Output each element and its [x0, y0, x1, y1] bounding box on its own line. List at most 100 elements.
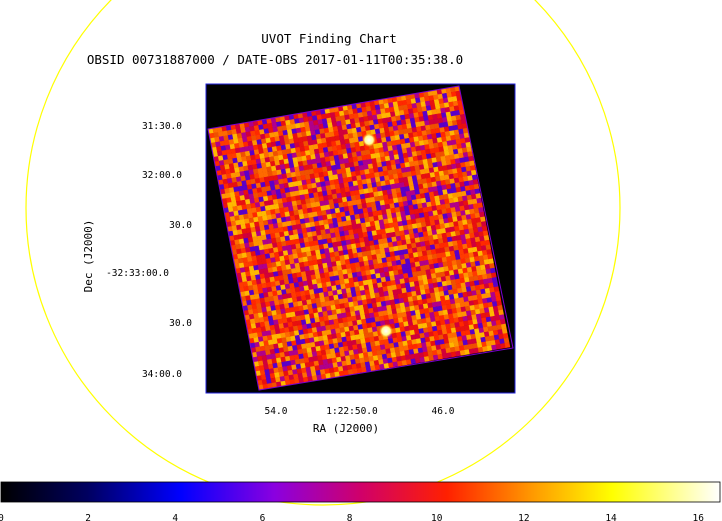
pixel — [248, 313, 255, 320]
pixel — [293, 233, 300, 240]
pixel — [246, 323, 252, 330]
pixel — [316, 374, 323, 381]
pixel — [256, 139, 263, 145]
pixel — [291, 224, 298, 231]
pixel — [411, 339, 417, 345]
pixel — [235, 152, 242, 159]
pixel — [229, 215, 236, 222]
pixel — [358, 328, 365, 335]
pixel — [298, 377, 305, 384]
pixel — [364, 101, 371, 108]
pixel — [320, 349, 327, 356]
pixel — [306, 323, 313, 329]
pixel — [428, 307, 434, 313]
pixel — [446, 260, 453, 267]
pixel — [307, 140, 314, 146]
pixel — [416, 294, 423, 301]
pixel — [407, 320, 414, 327]
pixel — [400, 259, 406, 265]
pixel — [495, 295, 502, 302]
pixel — [410, 286, 416, 292]
pixel — [270, 184, 276, 191]
pixel — [432, 89, 438, 96]
pixel — [413, 184, 420, 191]
pixel — [432, 137, 438, 144]
pixel — [278, 159, 285, 166]
pixel — [442, 309, 449, 316]
pixel — [323, 223, 330, 230]
pixel — [422, 134, 429, 141]
pixel — [242, 209, 248, 215]
pixel — [387, 290, 394, 296]
pixel — [451, 139, 457, 146]
pixel — [434, 339, 441, 346]
pixel — [441, 232, 448, 239]
pixel — [252, 260, 259, 266]
pixel — [331, 261, 337, 267]
pixel — [492, 281, 499, 288]
pixel — [249, 318, 256, 325]
pixel — [372, 210, 379, 217]
pixel — [303, 285, 310, 291]
pixel — [308, 192, 315, 199]
pixel — [257, 143, 264, 150]
pixel — [473, 256, 480, 262]
pixel — [268, 151, 274, 158]
pixel — [415, 169, 421, 176]
pixel — [352, 156, 359, 163]
pixel — [346, 292, 353, 299]
pixel — [259, 201, 266, 207]
pixel — [251, 183, 257, 190]
pixel — [258, 316, 265, 323]
pixel — [348, 181, 354, 187]
pixel — [418, 92, 425, 98]
pixel — [485, 340, 492, 347]
pixel — [291, 292, 297, 298]
pixel — [452, 148, 459, 155]
pixel — [378, 267, 385, 274]
pixel — [450, 279, 457, 286]
pixel — [274, 328, 281, 335]
pixel — [391, 144, 398, 151]
pixel — [265, 282, 272, 288]
pixel — [429, 196, 436, 202]
pixel — [261, 379, 268, 385]
pixel — [298, 141, 305, 148]
pixel — [481, 293, 487, 300]
pixel — [349, 118, 356, 125]
pixel — [300, 199, 307, 205]
pixel — [297, 228, 303, 235]
pixel — [380, 228, 387, 235]
pixel — [254, 129, 261, 136]
pixel — [440, 343, 446, 350]
pixel — [385, 251, 391, 258]
pixel — [292, 205, 299, 211]
pixel — [253, 337, 260, 343]
pixel — [391, 212, 397, 219]
pixel — [384, 271, 390, 278]
pixel — [455, 162, 462, 169]
pixel — [362, 328, 369, 334]
pixel — [340, 143, 347, 150]
pixel — [441, 160, 447, 167]
pixel — [406, 99, 412, 105]
pixel — [218, 179, 224, 186]
pixel — [325, 112, 332, 119]
pixel — [453, 153, 460, 160]
pixel — [386, 280, 392, 287]
pixel — [254, 269, 260, 276]
pixel — [441, 88, 447, 94]
pixel — [363, 356, 370, 363]
pixel — [319, 364, 325, 371]
pixel — [441, 328, 448, 335]
pixel — [304, 265, 311, 272]
pixel — [310, 226, 317, 232]
pixel — [248, 145, 255, 152]
pixel — [448, 173, 455, 180]
pixel — [270, 353, 277, 360]
pixel — [340, 331, 347, 338]
pixel — [273, 275, 280, 282]
pixel — [391, 96, 398, 103]
pixel — [284, 187, 291, 194]
pixel — [296, 344, 303, 350]
